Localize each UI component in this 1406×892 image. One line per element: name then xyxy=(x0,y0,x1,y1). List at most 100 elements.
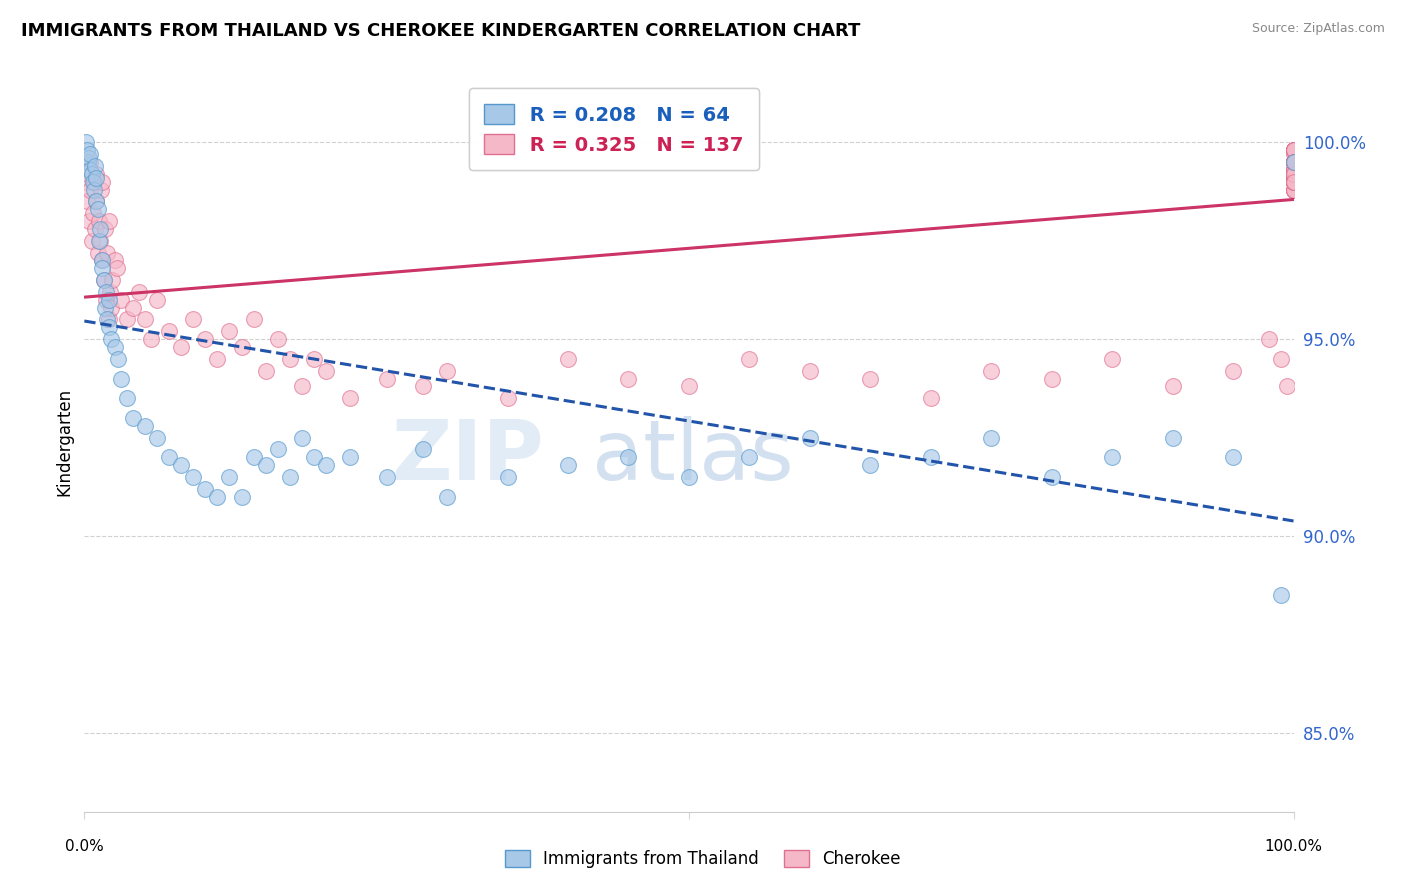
Point xyxy=(1282,175,1305,189)
Point xyxy=(86,194,108,209)
Point xyxy=(1282,162,1305,177)
Point xyxy=(1282,155,1305,169)
Point xyxy=(94,222,117,236)
Point xyxy=(218,470,240,484)
Point xyxy=(1282,175,1305,189)
Point xyxy=(678,379,700,393)
Point xyxy=(1270,588,1292,602)
Point xyxy=(100,332,122,346)
Point xyxy=(1282,155,1305,169)
Point xyxy=(80,234,103,248)
Point xyxy=(267,332,290,346)
Point xyxy=(1282,170,1305,185)
Point xyxy=(104,340,127,354)
Point xyxy=(93,273,115,287)
Point xyxy=(98,285,121,299)
Point xyxy=(1282,182,1305,196)
Point xyxy=(278,470,301,484)
Point xyxy=(1282,162,1305,177)
Point xyxy=(79,182,101,196)
Point xyxy=(1282,143,1305,157)
Point xyxy=(79,147,101,161)
Point xyxy=(1101,450,1123,465)
Point xyxy=(1282,143,1305,157)
Point xyxy=(278,351,301,366)
Point xyxy=(1282,175,1305,189)
Point xyxy=(100,301,122,315)
Point xyxy=(1161,379,1184,393)
Text: atlas: atlas xyxy=(592,416,794,497)
Point xyxy=(1282,155,1305,169)
Point xyxy=(82,206,104,220)
Point xyxy=(94,285,117,299)
Point xyxy=(207,490,229,504)
Point xyxy=(1282,167,1305,181)
Point xyxy=(920,450,942,465)
Point xyxy=(110,371,132,385)
Point xyxy=(1282,170,1305,185)
Point xyxy=(799,431,821,445)
Point xyxy=(75,175,97,189)
Point xyxy=(315,458,337,472)
Point xyxy=(1282,155,1305,169)
Point xyxy=(242,450,264,465)
Point xyxy=(617,450,640,465)
Point xyxy=(110,293,132,307)
Point xyxy=(254,458,277,472)
Point xyxy=(1282,143,1305,157)
Point xyxy=(1282,175,1305,189)
Point xyxy=(107,351,129,366)
Point xyxy=(1282,175,1305,189)
Point xyxy=(617,371,640,385)
Point xyxy=(1282,162,1305,177)
Point xyxy=(1282,167,1305,181)
Point xyxy=(920,391,942,405)
Point xyxy=(89,234,111,248)
Point xyxy=(980,364,1002,378)
Point xyxy=(291,431,314,445)
Point xyxy=(1282,143,1305,157)
Point xyxy=(181,470,204,484)
Point xyxy=(1282,167,1305,181)
Point xyxy=(1282,143,1305,157)
Point xyxy=(1161,431,1184,445)
Point xyxy=(96,245,118,260)
Legend:  R = 0.208   N = 64,  R = 0.325   N = 137: R = 0.208 N = 64, R = 0.325 N = 137 xyxy=(470,88,759,170)
Legend: Immigrants from Thailand, Cherokee: Immigrants from Thailand, Cherokee xyxy=(498,843,908,875)
Point xyxy=(302,450,325,465)
Point xyxy=(1282,143,1305,157)
Point xyxy=(157,450,180,465)
Point xyxy=(170,458,193,472)
Point xyxy=(91,253,114,268)
Point xyxy=(1282,155,1305,169)
Text: 100.0%: 100.0% xyxy=(1264,839,1323,855)
Point xyxy=(194,482,217,496)
Point xyxy=(1282,155,1305,169)
Text: 0.0%: 0.0% xyxy=(65,839,104,855)
Point xyxy=(1282,175,1305,189)
Point xyxy=(86,167,108,181)
Point xyxy=(134,312,156,326)
Point xyxy=(1101,351,1123,366)
Point xyxy=(496,391,519,405)
Point xyxy=(1282,143,1305,157)
Point xyxy=(84,159,107,173)
Point xyxy=(91,261,114,276)
Point xyxy=(412,442,434,457)
Point xyxy=(1282,155,1305,169)
Point xyxy=(1282,167,1305,181)
Point xyxy=(115,391,138,405)
Point xyxy=(1282,175,1305,189)
Point xyxy=(218,324,240,338)
Point xyxy=(1282,167,1305,181)
Point xyxy=(1222,364,1244,378)
Point xyxy=(1282,167,1305,181)
Point xyxy=(1270,351,1292,366)
Point xyxy=(97,320,120,334)
Point xyxy=(146,293,169,307)
Point xyxy=(1282,155,1305,169)
Point xyxy=(1282,162,1305,177)
Point xyxy=(1040,371,1063,385)
Point xyxy=(77,214,100,228)
Text: Source: ZipAtlas.com: Source: ZipAtlas.com xyxy=(1251,22,1385,36)
